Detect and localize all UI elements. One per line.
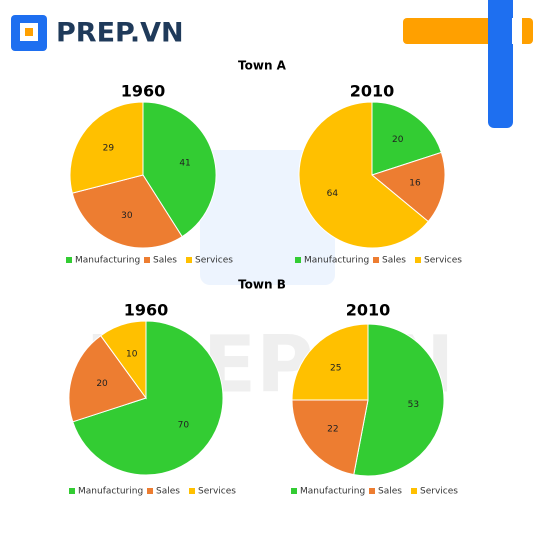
- legend-label: Manufacturing: [75, 256, 140, 266]
- data-label: 20: [392, 135, 404, 145]
- data-label: 20: [96, 379, 108, 389]
- data-label: 53: [408, 400, 419, 410]
- section-heading: Town A: [238, 59, 287, 73]
- data-label: 22: [327, 425, 338, 435]
- legend-label: Manufacturing: [300, 487, 365, 497]
- logo: PREP.VN: [11, 15, 184, 51]
- legend-swatch: [144, 257, 150, 263]
- data-label: 41: [179, 158, 190, 168]
- legend-swatch: [186, 257, 192, 263]
- pie-slice: [291, 399, 369, 476]
- legend-label: Sales: [382, 256, 406, 266]
- legend-swatch: [69, 488, 75, 494]
- legend-swatch: [415, 257, 421, 263]
- data-label: 16: [409, 179, 421, 189]
- pie-slice: [353, 323, 445, 477]
- chart-title: 1960: [124, 301, 169, 320]
- legend-swatch: [147, 488, 153, 494]
- legend-swatch: [369, 488, 375, 494]
- legend-label: Sales: [378, 487, 402, 497]
- pie-slice: [71, 174, 183, 249]
- legend-swatch: [291, 488, 297, 494]
- legend-swatch: [66, 257, 72, 263]
- pie-slice: [298, 101, 429, 249]
- data-label: 25: [330, 363, 341, 373]
- pie-slice: [371, 101, 443, 176]
- chart-title: 1960: [121, 82, 166, 101]
- legend-label: Manufacturing: [78, 487, 143, 497]
- legend-swatch: [373, 257, 379, 263]
- legend-label: Manufacturing: [304, 256, 369, 266]
- section-heading: Town B: [238, 278, 286, 292]
- legend-swatch: [295, 257, 301, 263]
- pie-slice: [68, 335, 147, 423]
- legend-swatch: [189, 488, 195, 494]
- legend-label: Services: [424, 256, 462, 266]
- legend-label: Sales: [156, 487, 180, 497]
- data-label: 29: [103, 144, 115, 154]
- legend-swatch: [411, 488, 417, 494]
- chart-title: 2010: [346, 301, 391, 320]
- data-label: 64: [327, 189, 339, 199]
- legend-label: Services: [420, 487, 458, 497]
- decor-gap: [512, 18, 522, 44]
- decor-bar: [488, 0, 513, 128]
- legend-label: Services: [195, 256, 233, 266]
- legend-label: Sales: [153, 256, 177, 266]
- legend-label: Services: [198, 487, 236, 497]
- pie-slice: [72, 320, 224, 476]
- logo-text: PREP.VN: [56, 18, 184, 49]
- pie-slice: [291, 323, 369, 401]
- data-label: 10: [126, 350, 138, 360]
- chart-title: 2010: [350, 82, 395, 101]
- logo-icon-dot: [25, 28, 33, 36]
- data-label: 30: [121, 211, 133, 221]
- pie-slice: [100, 320, 147, 400]
- pie-slice: [370, 151, 446, 223]
- pie-slice: [69, 101, 144, 194]
- data-label: 70: [178, 421, 190, 431]
